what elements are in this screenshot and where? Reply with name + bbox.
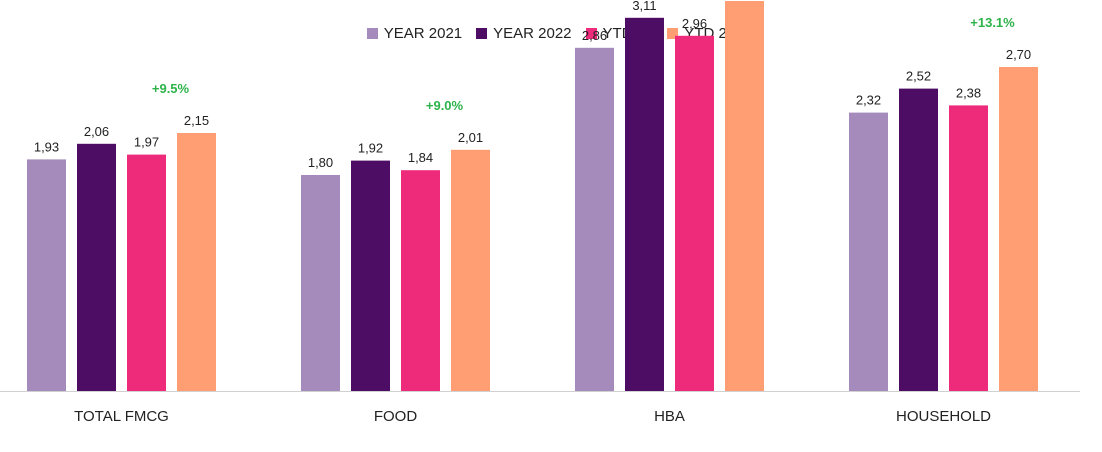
legend-label: YEAR 2022 <box>493 24 572 42</box>
data-label: 1,97 <box>134 135 159 150</box>
bar <box>725 1 764 391</box>
bar <box>675 35 714 392</box>
bar <box>949 105 988 392</box>
bar <box>401 170 440 391</box>
bar <box>77 143 116 391</box>
data-label: 2,32 <box>856 93 881 108</box>
bar <box>625 17 664 392</box>
growth-annotation: +9.5% <box>152 81 190 96</box>
bar <box>999 67 1038 391</box>
bar <box>127 154 166 391</box>
data-label: 2,86 <box>582 28 607 43</box>
bar <box>575 47 614 392</box>
data-label: 2,38 <box>956 85 981 100</box>
bar <box>899 88 938 391</box>
data-label: 1,84 <box>408 150 433 165</box>
legend-swatch <box>585 27 597 39</box>
data-label: 2,96 <box>682 16 707 31</box>
bar <box>849 112 888 391</box>
bar <box>27 159 66 391</box>
legend-item-0: YEAR 2021 <box>366 24 463 42</box>
data-label: 2,52 <box>906 69 931 84</box>
legend-swatch <box>667 27 679 39</box>
bar <box>351 160 390 391</box>
category-label: FOOD <box>374 408 417 425</box>
legend-item-1: YEAR 2022 <box>476 24 572 42</box>
data-label: 2,15 <box>184 113 209 128</box>
legend-label: YEAR 2021 <box>383 24 463 42</box>
category-label: HOUSEHOLD <box>896 408 991 425</box>
bar <box>301 175 340 391</box>
category-label: HBA <box>654 408 685 425</box>
data-label: 2,70 <box>1006 47 1031 62</box>
data-label: 1,93 <box>34 139 59 154</box>
bar <box>451 149 490 391</box>
data-label: 1,80 <box>308 155 333 170</box>
legend-swatch <box>366 27 378 39</box>
growth-annotation: +9.0% <box>426 98 464 113</box>
data-label: 1,92 <box>358 141 383 156</box>
legend-swatch <box>476 27 488 39</box>
growth-annotation: +13.1% <box>970 15 1015 30</box>
category-label: TOTAL FMCG <box>74 408 169 425</box>
data-label: 3,11 <box>632 0 656 13</box>
data-label: 2,06 <box>84 124 109 139</box>
bar <box>177 133 216 391</box>
data-label: 2,01 <box>458 130 483 145</box>
